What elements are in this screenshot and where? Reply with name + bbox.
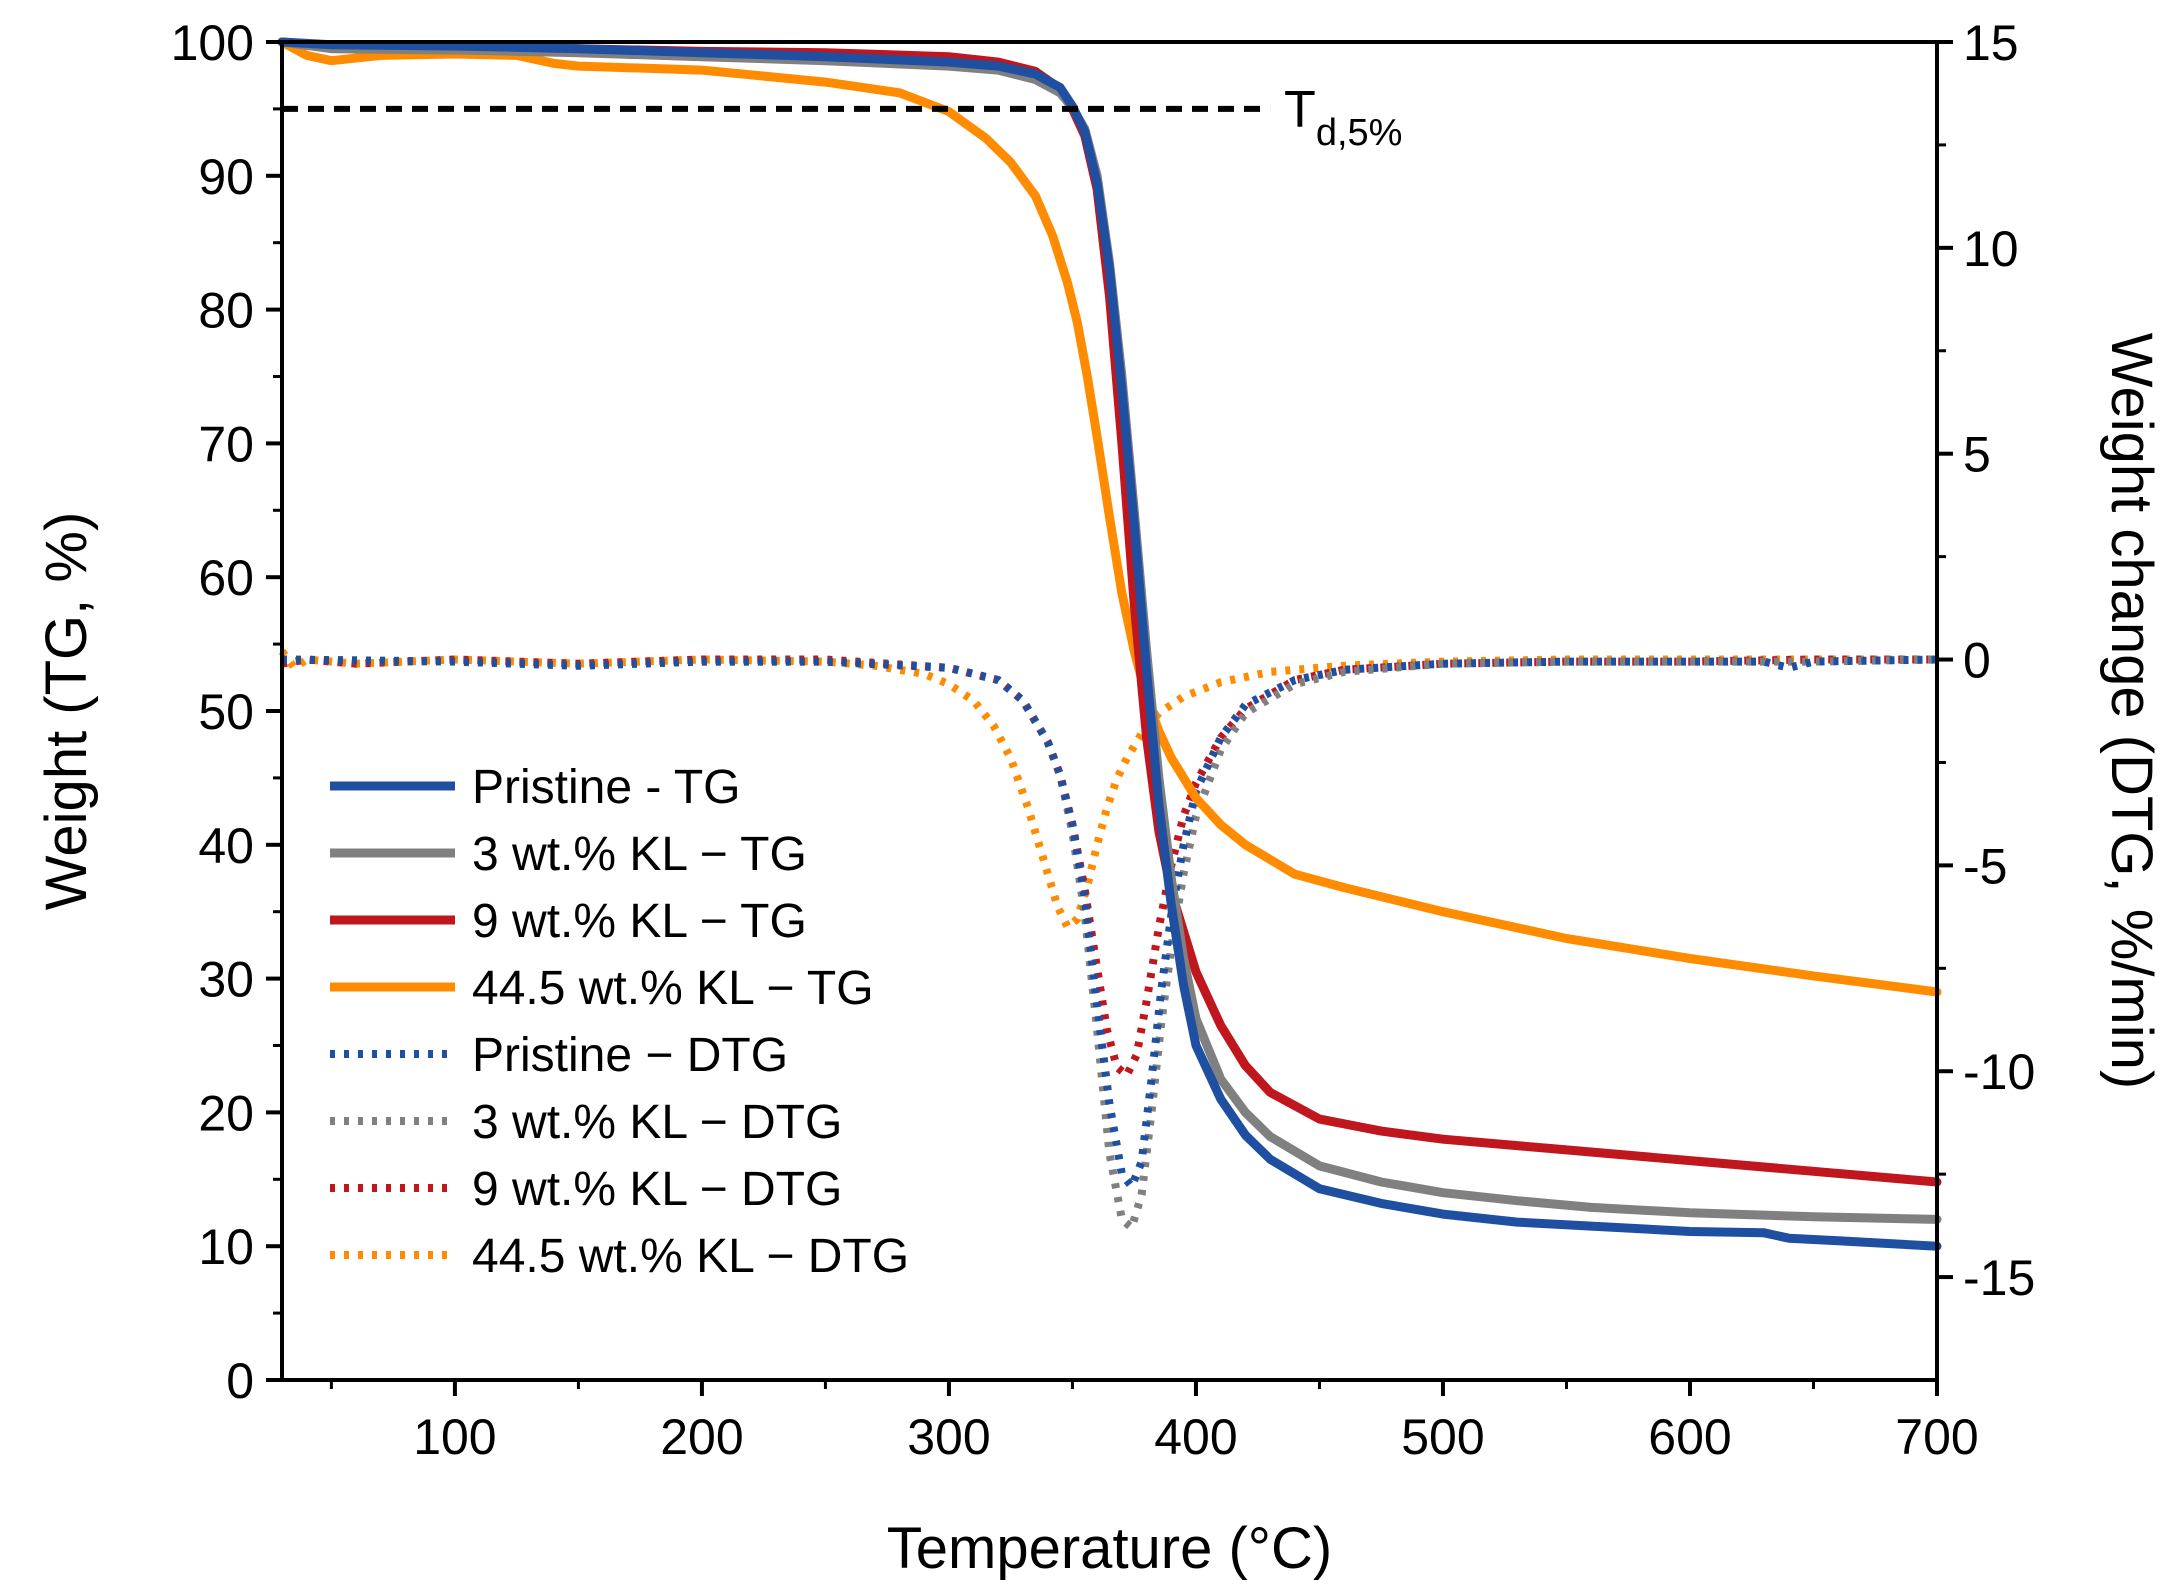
y2-tick-label: 5 (1963, 427, 1991, 483)
legend-label: Pristine − DTG (472, 1029, 788, 1082)
y2-tick-label: 0 (1963, 633, 1991, 689)
series-line-pristine-tg (277, 37, 1942, 1251)
threshold-annotation: Td,5% (1284, 81, 1402, 154)
y2-tick-label: -15 (1963, 1250, 2035, 1306)
y-tick-label: 20 (198, 1085, 254, 1141)
legend-label: 9 wt.% KL − TG (472, 895, 807, 948)
threshold-annotation-subscript: d,5% (1316, 112, 1403, 154)
y-tick-label: 60 (198, 550, 254, 606)
ticks-layer: 100 200 300 400 500 600 7000102030405060708090… (171, 15, 2036, 1465)
y-tick-label: 80 (198, 283, 254, 339)
legend-label: 44.5 wt.% KL − TG (472, 962, 874, 1015)
y2-tick-label: 15 (1963, 15, 2019, 71)
legend-label: 3 wt.% KL − DTG (472, 1096, 842, 1149)
y-tick-label: 70 (198, 416, 254, 472)
threshold-annotation-main: T (1284, 81, 1316, 139)
legend-label: 9 wt.% KL − DTG (472, 1163, 842, 1216)
y-tick-label: 30 (198, 952, 254, 1008)
x-tick-label: 700 (1895, 1409, 1978, 1465)
x-tick-label: 500 (1401, 1409, 1484, 1465)
y-tick-label: 0 (226, 1353, 254, 1409)
y-tick-label: 40 (198, 818, 254, 874)
y2-tick-label: -5 (1963, 838, 2007, 894)
y-tick-label: 90 (198, 149, 254, 205)
x-tick-label: 300 (907, 1409, 990, 1465)
legend-label: Pristine - TG (472, 761, 741, 814)
y-axis-title: Weight (TG, %) (34, 512, 99, 911)
x-tick-label: 200 (660, 1409, 743, 1465)
y2-tick-label: -10 (1963, 1044, 2035, 1100)
y-tick-label: 10 (198, 1219, 254, 1275)
legend-label: 3 wt.% KL − TG (472, 828, 807, 881)
y-tick-label: 50 (198, 684, 254, 740)
series-line-3-wt-kl-dtg (281, 655, 1938, 1232)
y2-tick-label: 10 (1963, 221, 2019, 277)
y2-axis-title: Weight change (DTG, %/min) (2099, 333, 2164, 1089)
y-tick-label: 100 (171, 15, 254, 71)
x-axis-title: Temperature (°C) (887, 1516, 1332, 1581)
legend: Pristine - TG 3 wt.% KL − TG 9 wt.% KL − T… (330, 761, 909, 1283)
x-tick-label: 400 (1154, 1409, 1237, 1465)
legend-label: 44.5 wt.% KL − DTG (472, 1230, 909, 1283)
x-tick-label: 600 (1648, 1409, 1731, 1465)
x-tick-label: 100 (413, 1409, 496, 1465)
series-line-44-5-wt-kl-tg (277, 37, 1942, 997)
series-layer (277, 37, 1942, 1251)
